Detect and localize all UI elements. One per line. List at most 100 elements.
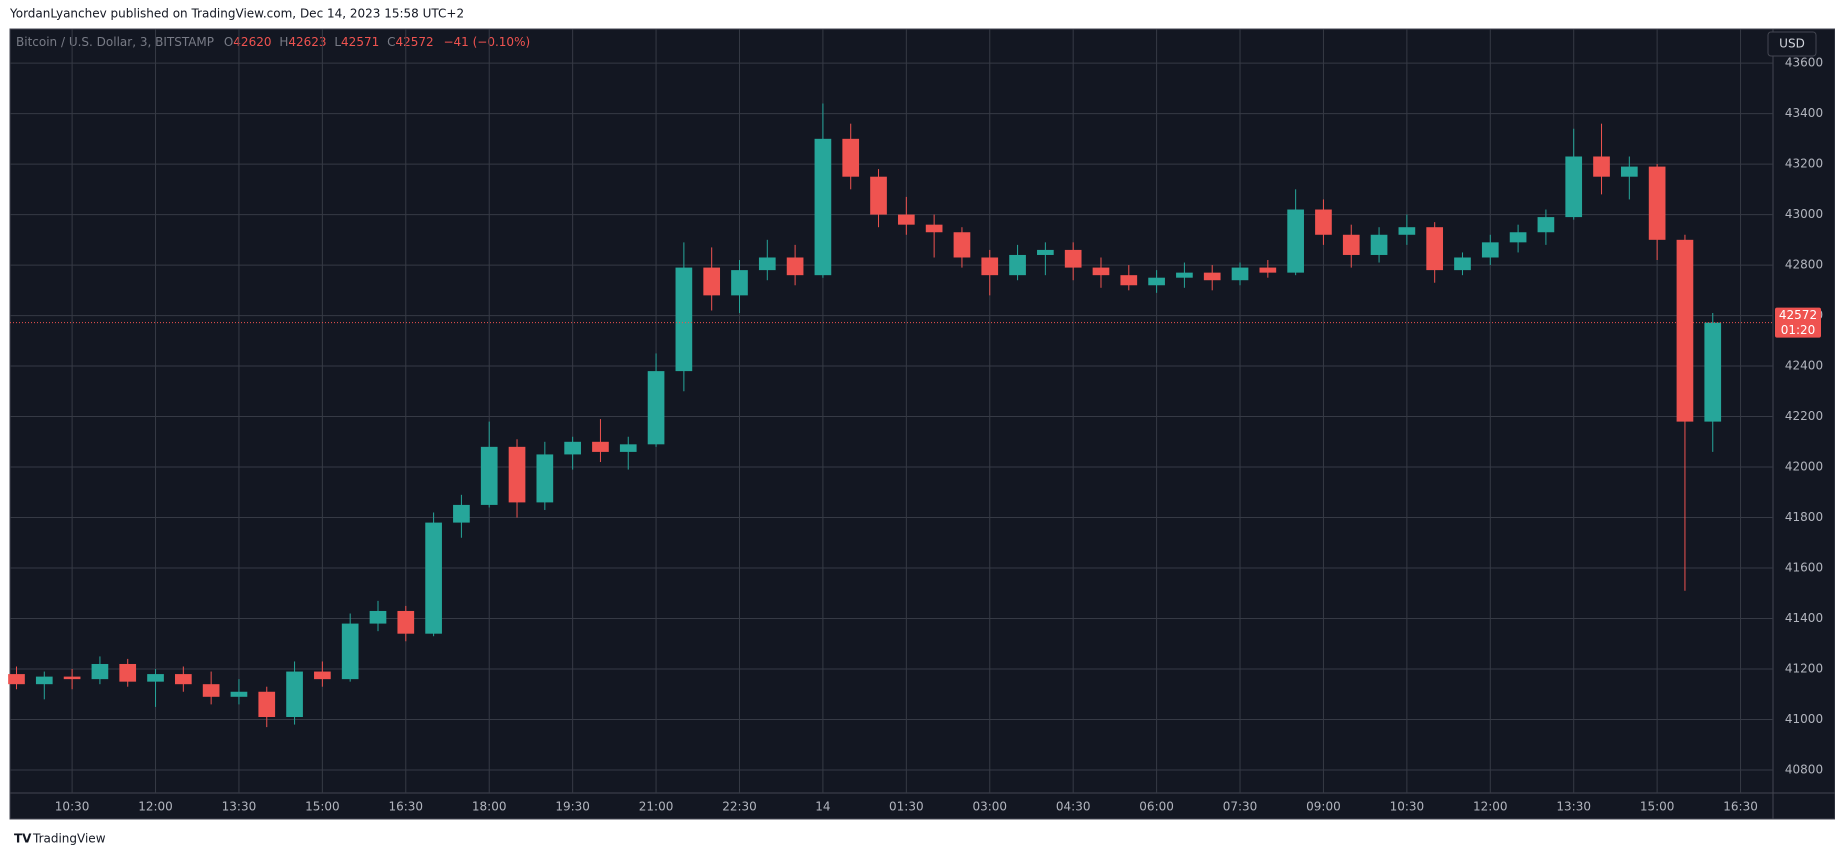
x-tick-label: 22:30 bbox=[722, 800, 757, 814]
candle-body bbox=[425, 522, 442, 634]
candle-body bbox=[1037, 249, 1054, 255]
candle-body bbox=[675, 267, 693, 372]
y-tick-label: 43000 bbox=[1785, 207, 1823, 221]
x-tick-label: 12:00 bbox=[138, 800, 173, 814]
candle-body bbox=[1148, 277, 1165, 286]
chart-frame bbox=[9, 28, 1835, 820]
candle-body bbox=[369, 610, 387, 624]
h-value: 42623 bbox=[288, 35, 326, 49]
candle-body bbox=[1426, 227, 1444, 271]
x-tick-label: 10:30 bbox=[1390, 800, 1425, 814]
candle-body bbox=[147, 674, 164, 682]
currency[interactable]: USD bbox=[1779, 37, 1805, 51]
candle-body bbox=[536, 454, 554, 503]
l-value: 42571 bbox=[341, 35, 379, 49]
plot bbox=[8, 29, 1773, 793]
brand: TradingView bbox=[32, 832, 106, 846]
x-tick-label: 09:00 bbox=[1306, 800, 1341, 814]
c-label: C bbox=[387, 35, 395, 49]
o-value: 42620 bbox=[233, 35, 271, 49]
x-tick-label: 15:00 bbox=[305, 800, 340, 814]
candle-body bbox=[91, 663, 109, 680]
y-tick-label: 42400 bbox=[1785, 359, 1823, 373]
candle-body bbox=[786, 257, 804, 276]
y-tick-label: 43200 bbox=[1785, 157, 1823, 171]
candle-body bbox=[870, 176, 887, 215]
candle-body bbox=[592, 441, 609, 452]
candle-body bbox=[1704, 322, 1722, 422]
candle-body bbox=[703, 267, 721, 296]
currency-button[interactable] bbox=[1767, 31, 1817, 57]
candle-body bbox=[1064, 249, 1082, 268]
candle-body bbox=[731, 270, 748, 296]
x-tick-label: 12:00 bbox=[1473, 800, 1508, 814]
candle-body bbox=[202, 684, 220, 697]
last-price-label: 42572 bbox=[1779, 308, 1817, 322]
x-tick-label: 15:00 bbox=[1640, 800, 1675, 814]
x-tick-label: 06:00 bbox=[1139, 800, 1174, 814]
candle-body bbox=[397, 610, 415, 634]
candle-body bbox=[647, 371, 665, 445]
candle-body bbox=[1009, 254, 1026, 276]
candle-body bbox=[174, 674, 192, 685]
candle-body bbox=[1231, 267, 1249, 281]
candle-body bbox=[1481, 242, 1499, 258]
candle-body bbox=[842, 138, 860, 177]
candle-body bbox=[480, 446, 498, 505]
candle-body bbox=[1537, 217, 1555, 233]
candle-body bbox=[35, 676, 53, 685]
candle-body bbox=[897, 214, 915, 225]
header: YordanLyanchev published on TradingView.… bbox=[9, 7, 464, 21]
x-tick-label: 03:00 bbox=[972, 800, 1007, 814]
l-label: L bbox=[334, 35, 341, 49]
x-tick-label: 21:00 bbox=[639, 800, 674, 814]
y-tick-label: 41400 bbox=[1785, 611, 1823, 625]
candle-body bbox=[1454, 257, 1471, 271]
change: −41 (−0.10%) bbox=[443, 35, 530, 49]
x-tick-label: 07:30 bbox=[1223, 800, 1258, 814]
candle-body bbox=[1648, 166, 1666, 240]
x-tick-label: 01:30 bbox=[889, 800, 924, 814]
y-tick-label: 42000 bbox=[1785, 460, 1823, 474]
y-tick-label: 43400 bbox=[1785, 106, 1823, 120]
candle-body bbox=[1342, 234, 1360, 255]
x-tick-label: 16:30 bbox=[388, 800, 423, 814]
y-tick-label: 41600 bbox=[1785, 561, 1823, 575]
candle-body bbox=[286, 671, 303, 718]
candle-body bbox=[63, 676, 81, 680]
x-tick-label: 19:30 bbox=[555, 800, 590, 814]
candle-body bbox=[341, 623, 359, 680]
x-tick-label: 13:30 bbox=[222, 800, 257, 814]
candle-body bbox=[619, 444, 637, 452]
candle-body bbox=[564, 441, 581, 455]
candle-body bbox=[953, 232, 971, 258]
candle-body bbox=[1593, 156, 1610, 177]
y-tick-label: 43600 bbox=[1785, 56, 1823, 70]
candle-body bbox=[1120, 275, 1138, 286]
candle-body bbox=[1287, 209, 1304, 273]
x-tick-label: 13:30 bbox=[1556, 800, 1591, 814]
candle-body bbox=[1092, 267, 1110, 276]
candle-body bbox=[925, 224, 943, 233]
x-tick-label: 10:30 bbox=[55, 800, 90, 814]
y-tick-label: 41800 bbox=[1785, 510, 1823, 524]
candle-body bbox=[981, 257, 999, 276]
candle-body bbox=[1676, 239, 1694, 422]
candle-body bbox=[814, 138, 832, 276]
o-label: O bbox=[224, 35, 233, 49]
candle-body bbox=[1398, 227, 1416, 235]
x-tick-label: 16:30 bbox=[1723, 800, 1758, 814]
x-tick-label: 04:30 bbox=[1056, 800, 1091, 814]
y-tick-label: 40800 bbox=[1785, 763, 1823, 777]
candle-body bbox=[453, 504, 470, 523]
h-label: H bbox=[279, 35, 288, 49]
candle-body bbox=[1259, 267, 1277, 273]
candle-body bbox=[1203, 272, 1221, 281]
candle-body bbox=[758, 257, 776, 271]
candle-body bbox=[1315, 209, 1332, 235]
candle-body bbox=[1176, 272, 1193, 278]
y-tick-label: 41000 bbox=[1785, 712, 1823, 726]
candle-body bbox=[258, 691, 276, 718]
y-tick-label: 42200 bbox=[1785, 409, 1823, 423]
